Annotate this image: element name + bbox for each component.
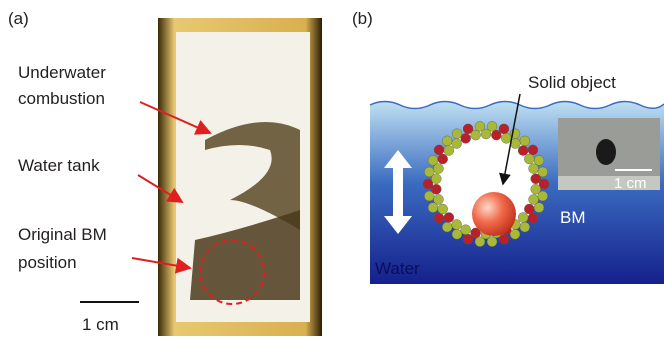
bead — [444, 212, 454, 222]
scale-label: 1 cm — [614, 175, 647, 192]
bead — [442, 136, 452, 146]
bead — [528, 145, 538, 155]
annotation-line: Underwater — [18, 63, 106, 82]
bead — [452, 129, 462, 139]
bead — [524, 204, 534, 214]
label: Solid object — [528, 73, 616, 92]
annotation-line: Original BM — [18, 225, 107, 244]
bead — [452, 229, 462, 239]
bead — [524, 154, 534, 164]
bead — [433, 164, 443, 174]
page: {"panel_a": {"label": "(a)", "annotation… — [0, 0, 664, 337]
label: Water — [375, 259, 420, 278]
bead — [510, 229, 520, 239]
bead — [438, 204, 448, 214]
panel-label: (b) — [352, 9, 373, 28]
bead — [452, 219, 462, 229]
annotation-line: combustion — [18, 89, 105, 108]
bead — [518, 212, 528, 222]
bead — [528, 213, 538, 223]
bead — [431, 174, 441, 184]
bead — [461, 225, 471, 235]
bead — [442, 222, 452, 232]
scale-label: 1 cm — [82, 315, 119, 334]
bead — [531, 174, 541, 184]
bead — [531, 184, 541, 194]
bead — [433, 194, 443, 204]
solid-object — [472, 192, 516, 236]
bead — [434, 145, 444, 155]
photo-tank — [158, 18, 322, 336]
bead — [438, 154, 448, 164]
annotation-line: position — [18, 253, 77, 272]
panel-label: (a) — [8, 9, 29, 28]
bead — [518, 146, 528, 156]
bead — [444, 146, 454, 156]
bead — [520, 222, 530, 232]
figure: (a) Underwater combustion Water tank Ori… — [0, 0, 664, 337]
bead — [501, 133, 511, 143]
bead — [529, 164, 539, 174]
bead — [452, 139, 462, 149]
bead — [471, 130, 481, 140]
bead — [491, 130, 501, 140]
bead — [461, 133, 471, 143]
bead — [431, 184, 441, 194]
bead — [520, 136, 530, 146]
annotation-line: Water tank — [18, 156, 100, 175]
bead — [529, 194, 539, 204]
bead — [481, 129, 491, 139]
bead — [434, 213, 444, 223]
label: BM — [560, 208, 586, 227]
